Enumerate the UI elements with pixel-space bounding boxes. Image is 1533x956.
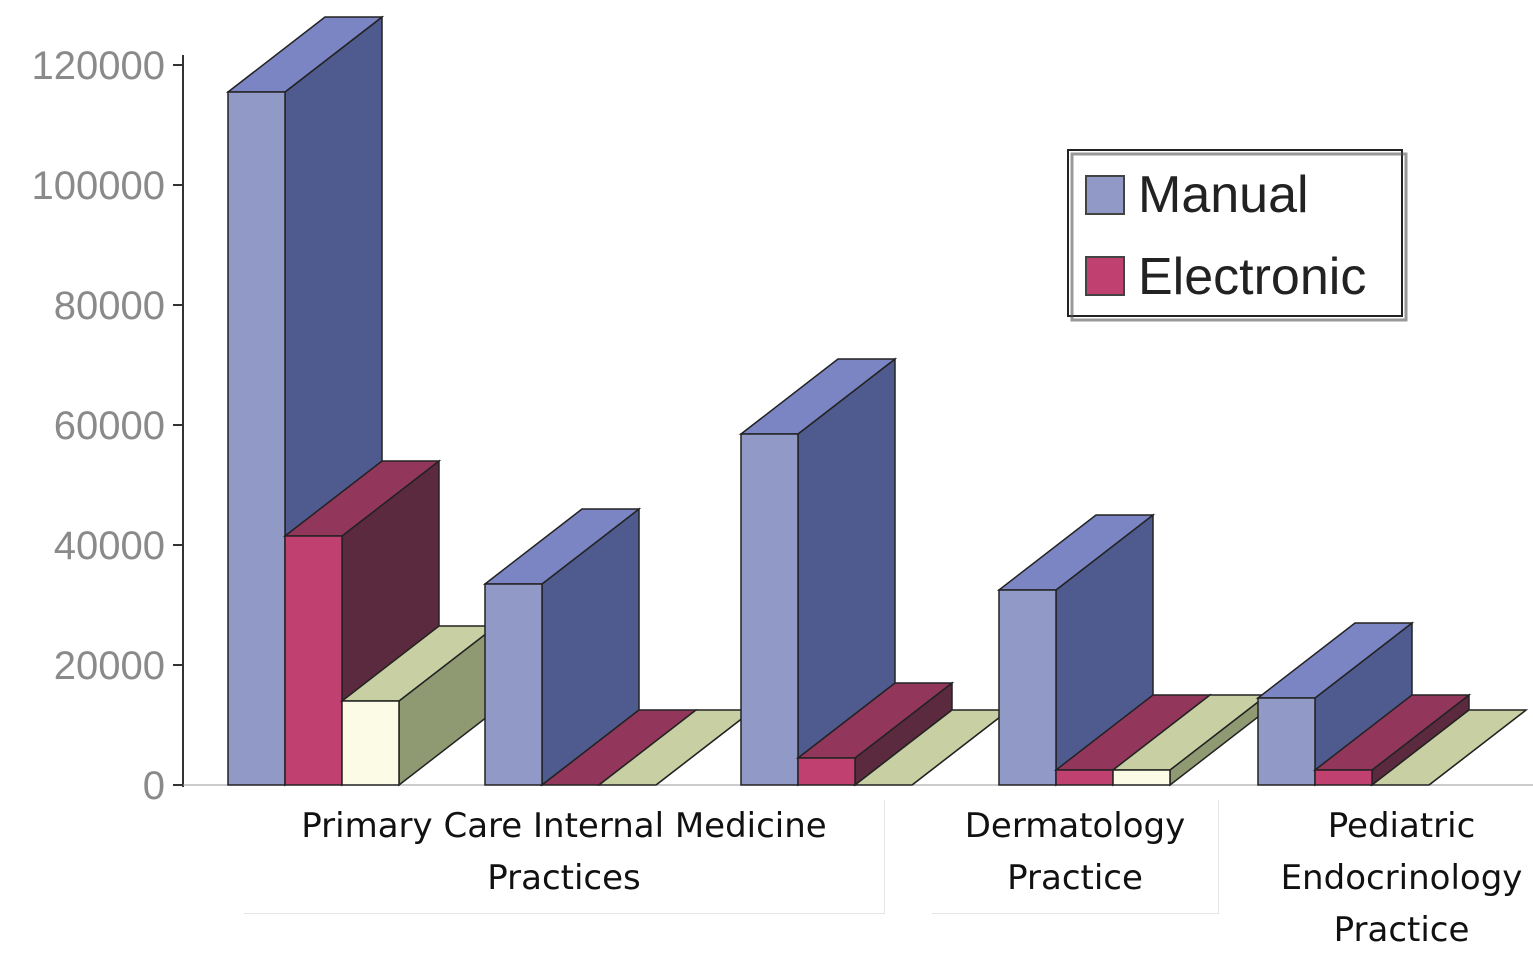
bar-manual — [738, 357, 898, 787]
bar-front-face — [740, 433, 799, 786]
bar-front-face — [341, 700, 400, 786]
bar-manual — [1255, 621, 1415, 787]
bar-electronic — [795, 681, 955, 787]
bar-series-3 — [339, 624, 499, 787]
legend-swatch-manual — [1085, 175, 1125, 215]
bar-front-face — [998, 589, 1057, 786]
legend-swatch-electronic — [1085, 256, 1125, 296]
y-tick-label: 120000 — [32, 44, 165, 88]
bar-electronic — [1312, 693, 1472, 787]
group-label-primary-care: Primary Care Internal Medicine Practices — [244, 800, 885, 914]
bar-manual — [482, 507, 642, 787]
group-label-line: Practices — [487, 858, 641, 898]
y-axis: 0 20000 40000 60000 80000 100000 120000 — [32, 44, 1533, 808]
y-tick-label: 0 — [143, 764, 165, 808]
group-label-line: Endocrinology — [1280, 858, 1523, 898]
bar-front-face — [484, 583, 543, 786]
y-tick-label: 40000 — [54, 524, 165, 568]
y-tick-label: 80000 — [54, 284, 165, 328]
bars — [225, 15, 1529, 787]
group-label-line: Practice — [1333, 910, 1470, 950]
bar-top-face — [1369, 709, 1529, 786]
group-label-line: Dermatology — [964, 806, 1186, 846]
legend-shadow — [1070, 152, 1408, 322]
group-label-pediatric-endocrinology: Pediatric Endocrinology Practice — [1270, 800, 1533, 950]
bar-series-3 — [1110, 693, 1270, 787]
bar-front-face — [1112, 769, 1171, 786]
bar-front-face — [227, 91, 286, 786]
group-label-line: Primary Care Internal Medicine — [301, 806, 827, 846]
bar-front-face — [1314, 769, 1373, 786]
group-label-line: Practice — [1007, 858, 1143, 898]
bar-front-face — [1055, 769, 1114, 786]
group-label-line: Pediatric — [1327, 806, 1476, 846]
bar-front-face — [797, 757, 856, 786]
legend: Manual Electronic — [1067, 149, 1408, 322]
y-tick-label: 20000 — [54, 644, 165, 688]
bar-front-face — [284, 535, 343, 786]
bar-front-face — [1257, 697, 1316, 786]
legend-label-electronic: Electronic — [1138, 248, 1366, 306]
group-label-dermatology: Dermatology Practice — [932, 800, 1219, 914]
bar-series-3 — [1369, 709, 1529, 786]
legend-label-manual: Manual — [1138, 166, 1309, 224]
y-tick-label: 60000 — [54, 404, 165, 448]
y-tick-label: 100000 — [32, 164, 165, 208]
